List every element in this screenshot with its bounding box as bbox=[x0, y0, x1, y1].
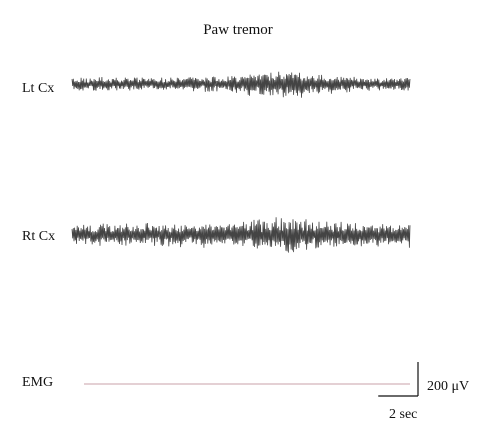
label-emg: EMG bbox=[22, 375, 53, 390]
label-rt-cx: Rt Cx bbox=[22, 229, 55, 244]
chart-title: Paw tremor bbox=[203, 22, 273, 38]
label-lt-cx: Lt Cx bbox=[22, 81, 54, 96]
scale-voltage-label: 200 μV bbox=[427, 379, 469, 394]
trace-lt-cx bbox=[71, 71, 411, 98]
trace-rt-cx bbox=[71, 217, 411, 253]
scale-bar: 200 μV 2 sec bbox=[378, 362, 469, 422]
scale-time-label: 2 sec bbox=[389, 407, 417, 422]
